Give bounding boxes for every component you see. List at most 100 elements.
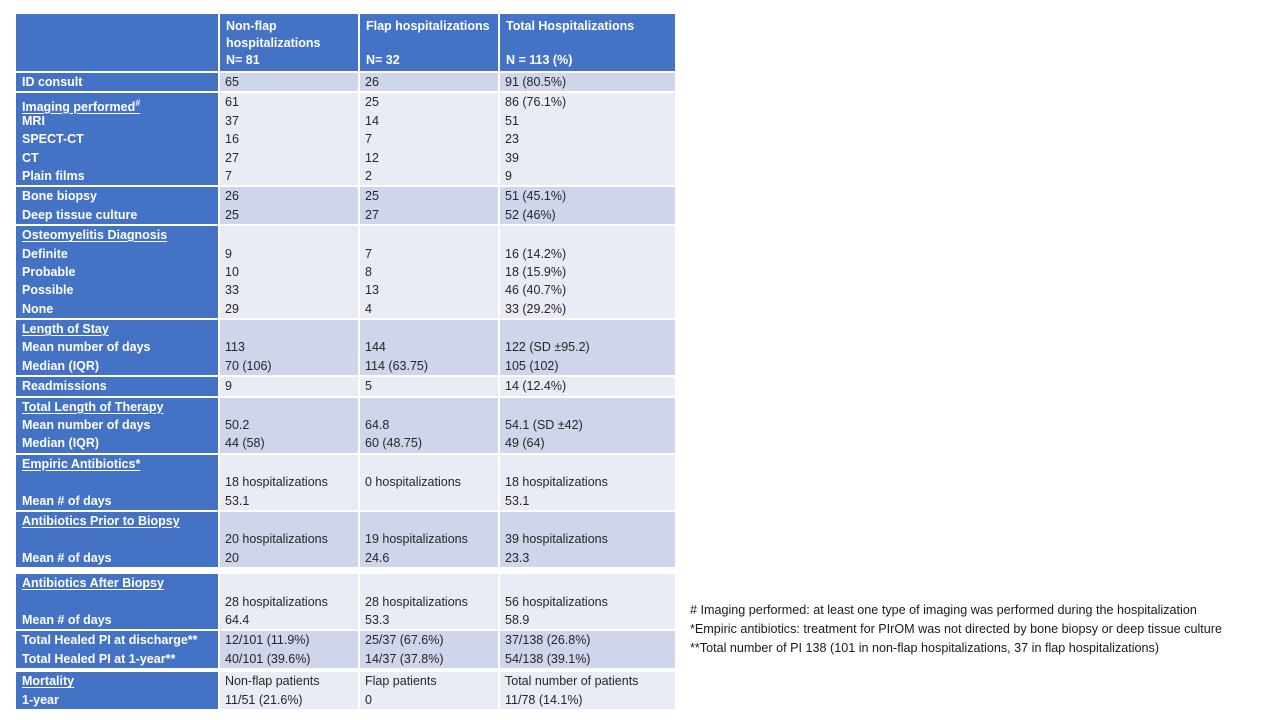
row-label-cell: Antibiotics Prior to Biopsy Mean # of da… <box>16 511 218 568</box>
row-label-cell: Total Length of Therapy Mean number of da… <box>16 397 218 453</box>
data-cell: 5 <box>360 377 498 396</box>
row-label: Readmissions <box>22 379 107 394</box>
cell-value: 54/138 (39.1%) <box>505 651 591 666</box>
cell-value: 39 hospitalizations <box>505 532 608 547</box>
table-section-row: Total Length of Therapy Mean number of da… <box>16 397 675 453</box>
cell-value: 16 (14.2%) <box>505 246 567 261</box>
table-section-row: Antibiotics After Biopsy Mean # of days … <box>16 574 675 630</box>
cell-value: 11/78 (14.1%) <box>505 692 583 707</box>
cell-value: Flap patients <box>365 674 437 689</box>
cell-value: 33 <box>225 283 239 298</box>
row-label: SPECT-CT <box>22 132 84 147</box>
data-cell: 122 (SD ±95.2) 105 (102) <box>500 320 675 376</box>
row-label-cell: Imaging performed# MRI SPECT-CT CT Plain fil… <box>16 93 218 186</box>
row-label <box>22 593 218 611</box>
row-label: Imaging performed# <box>22 97 141 114</box>
column-n: N= 81 <box>226 52 260 67</box>
cell-value: 14/37 (37.8%) <box>365 651 444 666</box>
cell-value: 144 <box>365 340 386 355</box>
data-cell: Flap patients 0 <box>360 672 498 709</box>
row-label: ID consult <box>22 75 83 89</box>
cell-value <box>505 512 675 530</box>
column-title: Non-flap hospitalizations <box>226 19 321 50</box>
cell-value <box>365 512 498 530</box>
row-label: Antibiotics After Biopsy <box>22 576 164 591</box>
cell-value <box>365 320 498 338</box>
data-cell: 51 (45.1%) 52 (46%) <box>500 187 675 225</box>
cell-value: 91 (80.5%) <box>505 75 567 89</box>
data-cell: 25/37 (67.6%) 14/37 (37.8%) <box>360 631 498 669</box>
row-label: Mean # of days <box>22 550 112 565</box>
table-section-row: Bone biopsy Deep tissue culture 26 25 25 27 51… <box>16 187 675 225</box>
footnote-imaging: # Imaging performed: at least one type o… <box>690 603 1197 617</box>
data-cell: 18 hospitalizations 53.1 <box>220 454 358 510</box>
data-cell: 113 70 (106) <box>220 320 358 376</box>
cell-value <box>505 455 675 473</box>
cell-value: Non-flap patients <box>225 674 320 689</box>
cell-value: 114 (63.75) <box>365 358 429 373</box>
row-label: Plain films <box>22 168 85 183</box>
row-label <box>22 530 218 548</box>
cell-value: 64.8 <box>365 418 390 433</box>
cell-value: 53.1 <box>225 493 250 508</box>
cell-value: 65 <box>225 75 239 89</box>
data-cell: Non-flap patients 11/51 (21.6%) <box>220 672 358 709</box>
data-cell: 64.8 60 (48.75) <box>360 397 498 453</box>
cell-value: 25 <box>365 189 379 204</box>
cell-value: 53.1 <box>505 493 530 508</box>
row-label: Antibiotics Prior to Biopsy <box>22 513 180 528</box>
row-label: Mean number of days <box>22 418 151 433</box>
cell-value: 0 hospitalizations <box>365 475 461 490</box>
cell-value: 40/101 (39.6%) <box>225 651 311 666</box>
table-section-row: Mortality 1-year Non-flap patients 11/51 (2… <box>16 672 675 709</box>
cell-value: 26 <box>225 189 239 204</box>
row-label-cell: Empiric Antibiotics* Mean # of days <box>16 454 218 510</box>
row-label: Mortality <box>22 674 75 689</box>
row-label: Definite <box>22 246 68 261</box>
row-label: MRI <box>22 113 45 128</box>
cell-value: 33 (29.2%) <box>505 301 567 316</box>
data-cell: 56 hospitalizations 58.9 <box>500 574 675 630</box>
row-label: Probable <box>22 264 76 279</box>
footnote-empiric: *Empiric antibiotics: treatment for PIrO… <box>690 621 1222 636</box>
header-col-total: Total Hospitalizations N = 113 (%) <box>500 14 675 71</box>
table-header-row: Non-flap hospitalizations N= 81 Flap hos… <box>16 14 675 71</box>
data-cell: 19 hospitalizations 24.6 <box>360 511 498 568</box>
cell-value: 113 <box>225 340 245 355</box>
data-cell: 91 (80.5%) <box>500 73 675 92</box>
cell-value: 0 <box>365 692 372 707</box>
row-label-cell: ID consult <box>16 73 218 92</box>
cell-value: 9 <box>505 168 512 183</box>
row-label: Total Healed PI at discharge** <box>22 633 198 648</box>
data-cell: 50.2 44 (58) <box>220 397 358 453</box>
cell-value: 46 (40.7%) <box>505 283 567 298</box>
cell-value: 11/51 (21.6%) <box>225 692 303 707</box>
cell-value <box>365 455 498 473</box>
data-cell: 9 10 33 29 <box>220 226 358 319</box>
cell-value: 58.9 <box>505 612 530 627</box>
data-cell: 54.1 (SD ±42) 49 (64) <box>500 397 675 453</box>
row-label: CT <box>22 150 39 165</box>
cell-value: 37/138 (26.8%) <box>505 633 591 648</box>
data-cell: 28 hospitalizations 53.3 <box>360 574 498 630</box>
data-cell: Total number of patients 11/78 (14.1%) <box>500 672 675 709</box>
cell-value: 53.3 <box>365 612 390 627</box>
column-title: Total Hospitalizations <box>506 19 635 33</box>
row-label: Bone biopsy <box>22 189 98 204</box>
footnotes: # Imaging performed: at least one type o… <box>690 601 1222 658</box>
cell-value: 51 <box>505 113 519 128</box>
cell-value: 10 <box>225 264 239 279</box>
row-label: Empiric Antibiotics* <box>22 456 141 471</box>
cell-value: 9 <box>225 246 232 261</box>
row-label: Length of Stay <box>22 322 109 337</box>
cell-value: 28 hospitalizations <box>225 594 328 609</box>
cell-value: 16 <box>225 132 239 147</box>
table-section-row: Total Healed PI at discharge** Total Heal… <box>16 631 675 669</box>
data-cell: 86 (76.1%) 51 23 39 9 <box>500 93 675 186</box>
data-cell: 26 <box>360 73 498 92</box>
row-label: Total Healed PI at 1-year** <box>22 651 176 666</box>
data-cell: 61 37 16 27 7 <box>220 93 358 186</box>
cell-value: 19 hospitalizations <box>365 532 468 547</box>
row-label: Mean number of days <box>22 340 151 355</box>
cell-value: 23.3 <box>505 550 530 565</box>
